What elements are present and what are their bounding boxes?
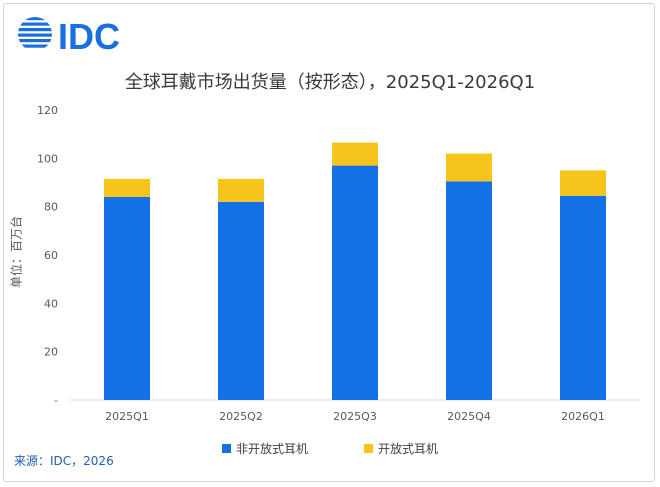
idc-logo-text: IDC <box>58 16 120 56</box>
source-note: 来源：IDC，2026 <box>14 454 114 468</box>
bar-open-2025Q4 <box>446 153 492 182</box>
x-tick-label: 2025Q1 <box>105 410 149 423</box>
y-tick-label: 80 <box>44 201 58 214</box>
chart-title: 全球耳戴市场出货量（按形态），2025Q1-2026Q1 <box>124 72 536 93</box>
idc-globe-icon <box>18 17 52 48</box>
bar-open-2025Q1 <box>104 178 150 197</box>
idc-logo: IDC <box>18 16 120 56</box>
x-tick-label: 2025Q4 <box>447 410 491 423</box>
legend-item-closed: 非开放式耳机 <box>221 440 308 457</box>
x-axis-ticks: 2025Q1 2025Q2 2025Q3 2025Q4 2026Q1 <box>105 410 605 423</box>
bar-closed-2025Q1 <box>104 197 150 400</box>
y-tick-label: 40 <box>44 297 58 310</box>
x-tick-label: 2025Q2 <box>219 410 263 423</box>
bar-closed-2026Q1 <box>560 195 606 400</box>
bar-closed-2025Q3 <box>332 165 378 400</box>
bars-group <box>104 142 606 400</box>
bar-open-2025Q2 <box>218 178 264 202</box>
legend: 非开放式耳机 开放式耳机 <box>0 440 660 457</box>
y-tick-label: 20 <box>44 346 58 359</box>
y-tick-label: 120 <box>37 104 58 117</box>
y-tick-label: 100 <box>37 152 58 165</box>
bar-closed-2025Q4 <box>446 181 492 400</box>
legend-item-open: 开放式耳机 <box>364 440 438 457</box>
legend-swatch-closed <box>221 444 231 453</box>
legend-label-closed: 非开放式耳机 <box>235 442 308 456</box>
bar-closed-2025Q2 <box>218 201 264 400</box>
bar-open-2025Q3 <box>332 142 378 166</box>
legend-swatch-open <box>364 444 373 453</box>
y-axis-ticks: - 20 40 60 80 100 120 <box>37 104 58 407</box>
chart-frame <box>3 3 655 482</box>
x-tick-label: 2025Q3 <box>333 410 377 423</box>
y-tick-label: 60 <box>44 249 58 262</box>
y-tick-label: - <box>54 394 58 407</box>
legend-label-open: 开放式耳机 <box>378 442 439 456</box>
x-tick-label: 2026Q1 <box>561 410 605 423</box>
bar-open-2026Q1 <box>560 170 606 196</box>
